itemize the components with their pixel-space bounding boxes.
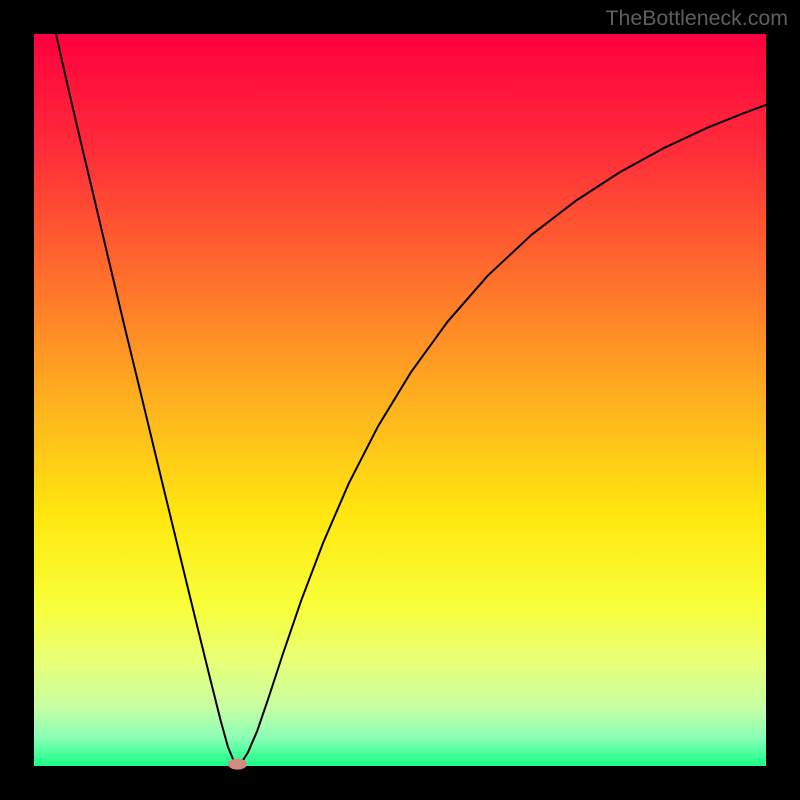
chart-container: TheBottleneck.com xyxy=(0,0,800,800)
watermark-text: TheBottleneck.com xyxy=(605,6,788,31)
minimum-marker xyxy=(228,759,247,770)
data-curve xyxy=(56,34,766,764)
plot-area xyxy=(34,34,766,766)
curve-layer xyxy=(34,34,766,766)
